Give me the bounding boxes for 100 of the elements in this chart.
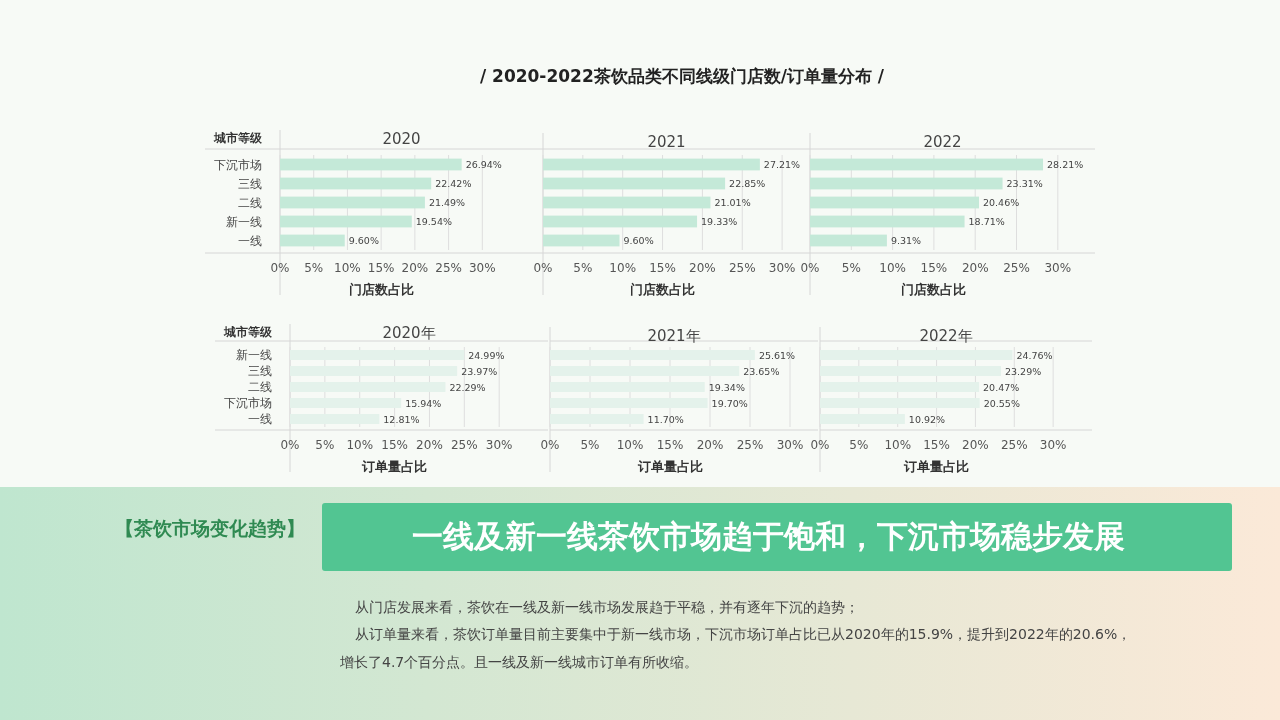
data-label: 21.01%: [714, 197, 751, 208]
x-tick-label: 25%: [728, 261, 756, 275]
data-label: 24.76%: [1016, 349, 1053, 361]
x-tick-label: 5%: [573, 261, 593, 275]
data-label: 15.94%: [405, 397, 442, 409]
y-tick-label: 二线: [248, 380, 272, 394]
x-tick-label: 5%: [849, 438, 869, 452]
bar: [290, 366, 458, 376]
y-tick-label: 一线: [248, 412, 272, 426]
text: 从门店发展来看，茶饮在一线及新一线市场发展趋于平稳，并有逐年下沉的趋势；: [355, 599, 859, 615]
bar: [543, 158, 760, 171]
x-axis-title: 门店数占比: [348, 282, 414, 297]
x-tick-label: 30%: [1044, 261, 1072, 275]
data-label: 19.33%: [701, 216, 738, 227]
chart-title: 2022: [923, 133, 962, 151]
x-tick-label: 0%: [810, 438, 830, 452]
x-tick-label: 5%: [315, 438, 335, 452]
x-tick-label: 20%: [696, 438, 724, 452]
x-tick-label: 0%: [270, 261, 290, 275]
bar: [280, 158, 462, 171]
x-tick-label: 15%: [367, 261, 395, 275]
x-tick-label: 25%: [1003, 261, 1030, 275]
bar: [810, 196, 980, 209]
data-label: 20.47%: [983, 381, 1020, 393]
text: / 2020-2022茶饮品类不同线级门店数/订单量分布 /: [479, 66, 885, 86]
x-tick-label: 0%: [800, 261, 820, 275]
data-label: 20.55%: [983, 397, 1020, 409]
bar: [543, 234, 620, 247]
x-tick-label: 5%: [304, 261, 324, 275]
bar: [280, 215, 412, 228]
data-label: 22.42%: [435, 178, 472, 189]
x-tick-label: 20%: [962, 438, 989, 452]
y-axis-title: 城市等级: [213, 131, 263, 145]
bar: [280, 177, 432, 190]
x-tick-label: 10%: [884, 438, 912, 452]
y-axis-title: 城市等级: [223, 325, 273, 339]
x-tick-label: 15%: [923, 438, 950, 452]
data-label: 23.31%: [1006, 178, 1043, 189]
bar: [810, 215, 965, 228]
x-tick-label: 15%: [381, 438, 408, 452]
chart-title: 2022年: [919, 327, 973, 345]
x-tick-label: 0%: [280, 438, 300, 452]
data-label: 9.60%: [623, 235, 654, 246]
text: 增长了4.7个百分点。且一线及新一线城市订单有所收缩。: [339, 654, 699, 670]
data-label: 21.49%: [428, 197, 466, 208]
bar: [543, 177, 726, 190]
data-label: 26.94%: [465, 159, 502, 170]
data-label: 23.65%: [743, 365, 780, 377]
x-tick-label: 20%: [416, 438, 443, 452]
text: 【茶饮市场变化趋势】: [115, 517, 305, 539]
x-axis-title: 订单量占比: [903, 459, 970, 474]
data-label: 28.21%: [1047, 159, 1084, 170]
bar: [280, 196, 425, 209]
y-tick-label: 下沉市场: [214, 157, 262, 172]
bar: [290, 382, 446, 392]
x-tick-label: 5%: [580, 438, 600, 452]
x-axis-title: 门店数占比: [901, 282, 967, 297]
text: 从订单量来看，茶饮订单量目前主要集中于新一线市场，下沉市场订单占比已从2020年的15.9%，提升到2022年的20.6%，: [355, 626, 1132, 642]
data-label: 24.99%: [468, 349, 505, 361]
data-label: 22.85%: [729, 178, 766, 189]
chart-title: 2021年: [647, 327, 701, 345]
x-tick-label: 25%: [736, 438, 764, 452]
y-tick-label: 一线: [238, 233, 262, 248]
data-label: 12.81%: [383, 413, 420, 425]
bar: [290, 350, 465, 360]
text: 一线及新一线茶饮市场趋于饱和，下沉市场稳步发展: [411, 518, 1125, 554]
y-tick-label: 新一线: [226, 214, 262, 229]
x-tick-label: 10%: [346, 438, 374, 452]
data-label: 18.71%: [968, 216, 1005, 227]
chart-title: 2020: [382, 130, 421, 148]
x-tick-label: 30%: [1039, 438, 1067, 452]
x-tick-label: 20%: [401, 261, 429, 275]
bar: [820, 350, 1013, 360]
data-label: 10.92%: [908, 413, 946, 425]
bar: [280, 234, 345, 247]
x-tick-label: 15%: [920, 261, 948, 275]
x-axis-title: 订单量占比: [361, 459, 428, 474]
data-label: 20.46%: [983, 197, 1020, 208]
x-tick-label: 10%: [334, 261, 361, 275]
data-label: 9.60%: [348, 235, 379, 246]
x-tick-label: 30%: [468, 261, 496, 275]
x-tick-label: 10%: [609, 261, 637, 275]
x-axis-title: 订单量占比: [636, 459, 703, 474]
data-label: 19.70%: [711, 397, 748, 409]
x-tick-label: 15%: [656, 438, 684, 452]
y-tick-label: 二线: [238, 195, 262, 210]
data-label: 22.29%: [449, 381, 486, 393]
data-label: 19.54%: [415, 216, 452, 227]
x-tick-label: 20%: [961, 261, 989, 275]
y-tick-label: 三线: [248, 364, 272, 378]
x-tick-label: 0%: [540, 438, 560, 452]
data-label: 23.29%: [1005, 365, 1042, 377]
x-tick-label: 25%: [435, 261, 462, 275]
y-tick-label: 下沉市场: [224, 396, 272, 410]
x-tick-label: 0%: [533, 261, 553, 275]
x-tick-label: 10%: [879, 261, 906, 275]
data-label: 23.97%: [461, 365, 498, 377]
x-tick-label: 30%: [485, 438, 513, 452]
x-axis-title: 门店数占比: [630, 282, 696, 297]
bar: [820, 398, 980, 408]
